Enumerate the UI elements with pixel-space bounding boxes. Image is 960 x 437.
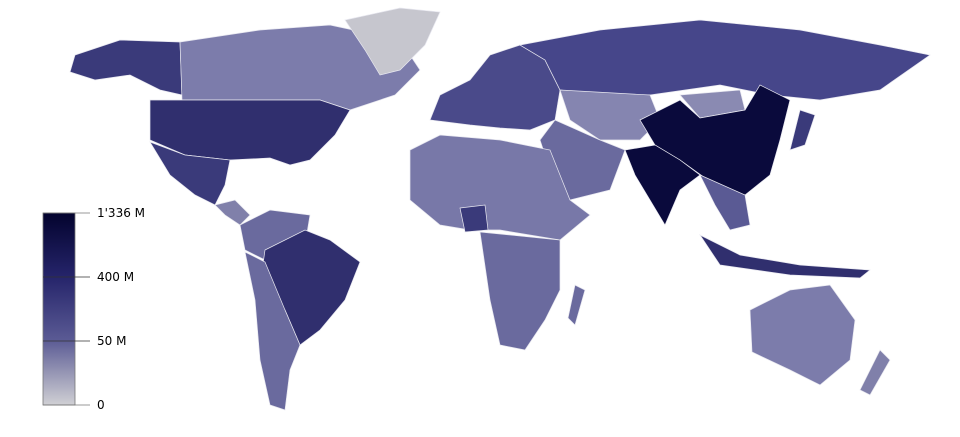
africa-south — [479, 231, 561, 351]
central-asia — [559, 89, 661, 141]
country-usa — [149, 99, 351, 166]
legend-tick-label: 1'336 M — [97, 206, 145, 220]
country-alaska — [69, 39, 183, 96]
country-indonesia — [698, 234, 871, 279]
country-india — [624, 144, 701, 226]
country-madagascar — [567, 284, 586, 326]
country-new-zealand — [859, 349, 891, 396]
country-japan — [789, 109, 816, 151]
legend-color-bar — [42, 212, 76, 406]
legend-tick-label: 50 M — [97, 334, 126, 348]
south-america-south — [244, 251, 301, 411]
europe — [429, 44, 561, 131]
southeast-asia — [699, 174, 751, 231]
legend-ticks: 1'336 M 400 M 50 M 0 — [43, 206, 145, 412]
legend-tick-label: 0 — [97, 398, 105, 412]
country-australia — [749, 284, 856, 386]
legend: 1'336 M 400 M 50 M 0 — [42, 206, 145, 412]
country-russia — [519, 19, 931, 101]
country-greenland — [344, 7, 441, 76]
legend-tick-label: 400 M — [97, 270, 134, 284]
countries — [69, 7, 931, 411]
country-nigeria — [459, 204, 489, 233]
africa-north — [409, 134, 591, 241]
central-america — [214, 199, 251, 226]
country-mexico — [149, 141, 231, 206]
